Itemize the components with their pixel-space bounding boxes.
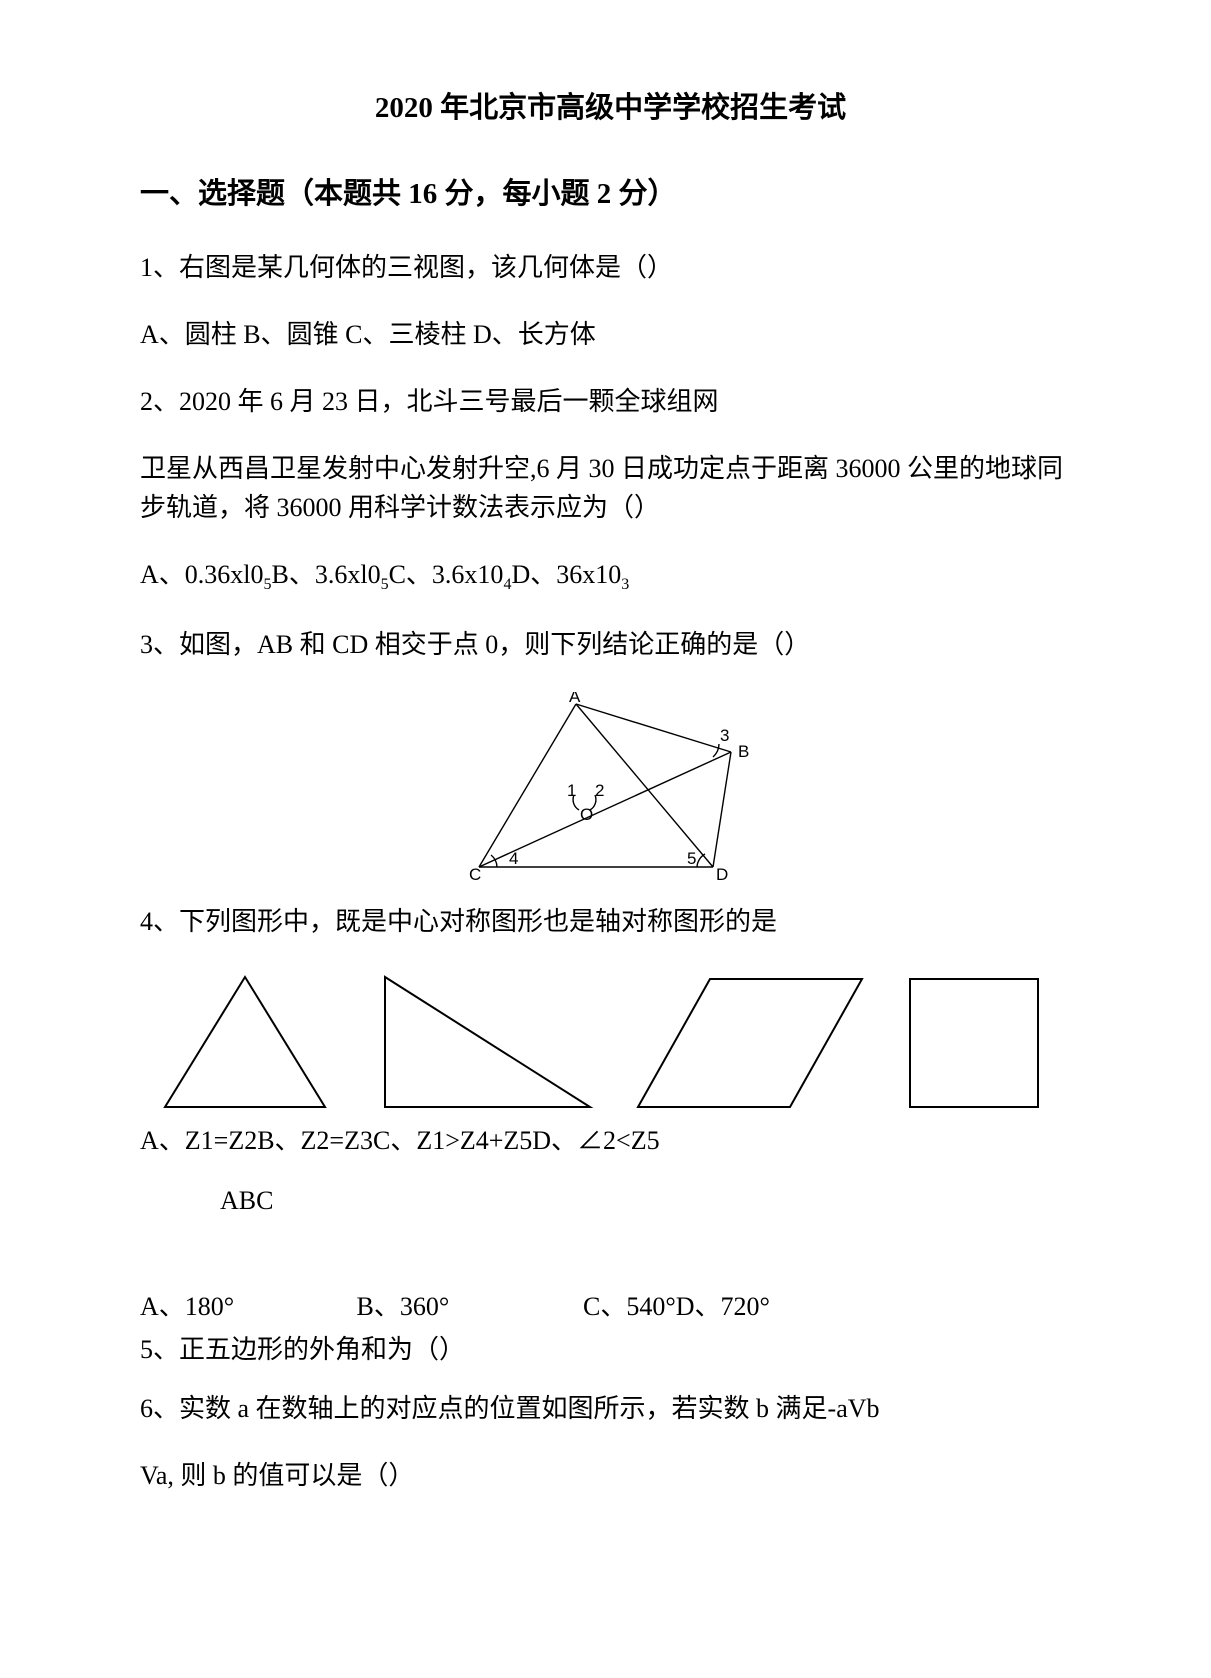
sub3d: 3 — [621, 576, 629, 593]
svg-text:5: 5 — [687, 849, 696, 868]
q2-opt-a: A、0.36xl0 — [140, 560, 264, 589]
q2-opt-b: B、3.6xl0 — [272, 560, 381, 589]
sub5a: 5 — [264, 576, 272, 593]
q2-options: A、0.36xl05B、3.6xl05C、3.6x104D、36x103 — [140, 555, 1081, 597]
q2-text-b: 卫星从西昌卫星发射中心发射升空,6 月 30 日成功定点于距离 36000 公里… — [140, 449, 1081, 527]
svg-text:A: A — [569, 692, 581, 706]
q5-options: A、180° B、360° C、540°D、720° — [140, 1286, 1081, 1323]
q1-options: A、圆柱 B、圆锥 C、三棱柱 D、长方体 — [140, 315, 1081, 354]
q5-opt-b: B、360° — [357, 1286, 577, 1323]
svg-text:1: 1 — [567, 781, 576, 800]
svg-text:3: 3 — [720, 726, 729, 745]
q3-figure: A 3 C O 1 2 4 5 B D — [140, 692, 1081, 892]
svg-text:4: 4 — [509, 849, 518, 868]
svg-text:O: O — [580, 805, 593, 824]
q2-text-a: 2、2020 年 6 月 23 日，北斗三号最后一颗全球组网 — [140, 382, 1081, 421]
q5-text: 5、正五边形的外角和为（） — [140, 1331, 1081, 1369]
q2-opt-c: C、3.6x10 — [389, 560, 504, 589]
svg-text:B: B — [738, 742, 749, 761]
q4-text: 4、下列图形中，既是中心对称图形也是轴对称图形的是 — [140, 902, 1081, 941]
sub5b: 5 — [381, 576, 389, 593]
q5-opt-a: A、180° — [140, 1286, 350, 1323]
q6-text-b: Va, 则 b 的值可以是（） — [140, 1456, 1081, 1495]
svg-text:C: C — [469, 865, 481, 884]
abc-label: ABC — [220, 1186, 1081, 1216]
svg-text:2: 2 — [595, 781, 604, 800]
shape-square — [900, 969, 1050, 1114]
shape-right-triangle — [370, 969, 600, 1114]
q1-text: 1、右图是某几何体的三视图，该几何体是（） — [140, 248, 1081, 287]
q4-shapes — [140, 969, 1081, 1114]
q4-options: A、Z1=Z2B、Z2=Z3C、Z1>Z4+Z5D、∠2<Z5 — [140, 1122, 1081, 1160]
section-header: 一、选择题（本题共 16 分，每小题 2 分） — [140, 170, 1081, 212]
q6-text: 6、实数 a 在数轴上的对应点的位置如图所示，若实数 b 满足-aVb — [140, 1389, 1081, 1428]
q5-opt-cd: C、540°D、720° — [583, 1286, 770, 1323]
q3-text: 3、如图，AB 和 CD 相交于点 0，则下列结论正确的是（） — [140, 625, 1081, 664]
shape-parallelogram — [630, 969, 870, 1114]
shape-triangle — [150, 969, 340, 1114]
page-title: 2020 年北京市高级中学学校招生考试 — [140, 84, 1081, 126]
svg-text:D: D — [716, 865, 728, 884]
q2-opt-d: D、36x10 — [511, 560, 621, 589]
